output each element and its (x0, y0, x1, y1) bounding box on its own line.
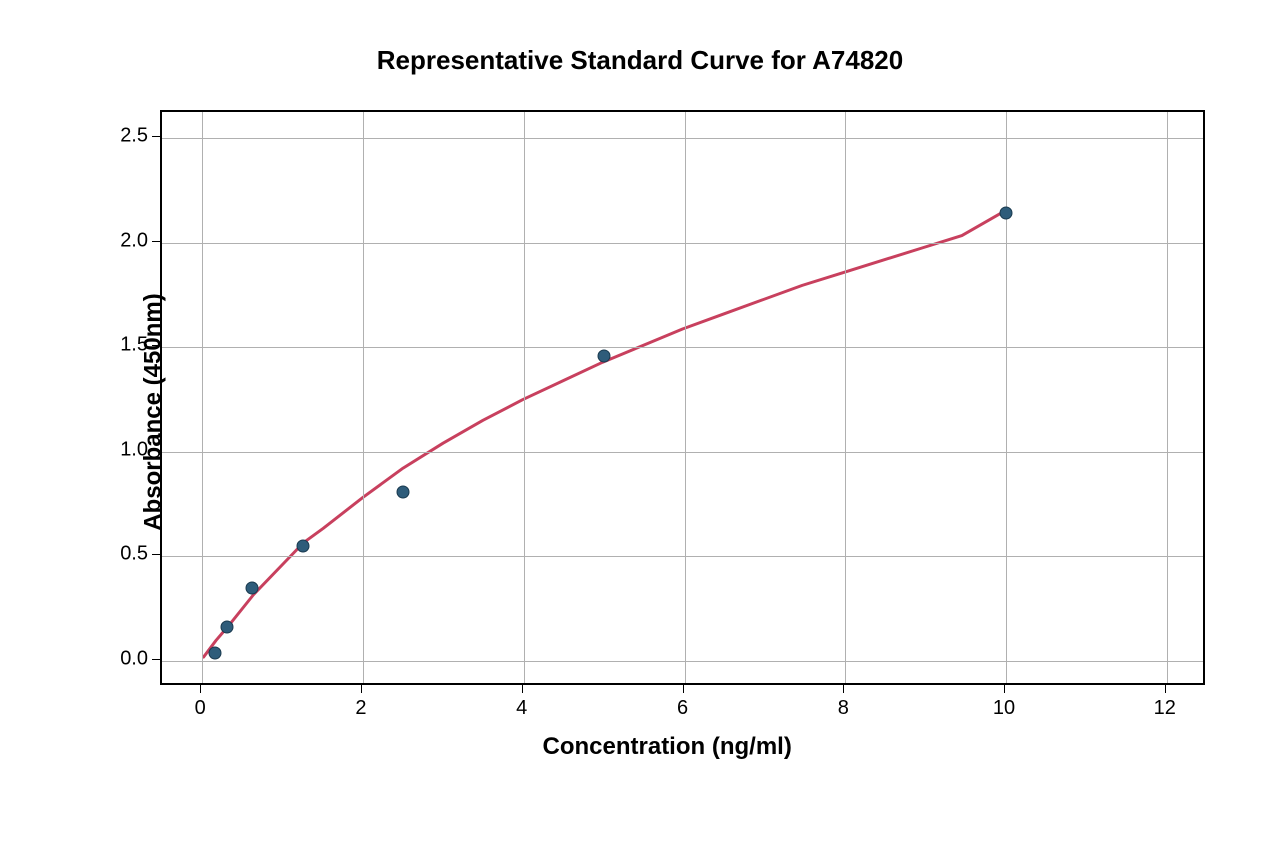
x-tick-label: 8 (838, 697, 849, 720)
grid-line-horizontal (162, 556, 1203, 557)
y-tick-mark (152, 554, 160, 555)
grid-line-horizontal (162, 347, 1203, 348)
x-tick-mark (361, 685, 362, 693)
x-tick-label: 6 (677, 697, 688, 720)
curve-line (162, 112, 1203, 683)
grid-line-horizontal (162, 138, 1203, 139)
y-tick-label: 2.0 (110, 229, 148, 252)
x-tick-mark (1004, 685, 1005, 693)
x-axis-label: Concentration (ng/ml) (543, 733, 792, 761)
x-tick-label: 4 (516, 697, 527, 720)
y-tick-mark (152, 659, 160, 660)
data-point (221, 621, 234, 634)
grid-line-vertical (1006, 112, 1007, 683)
grid-line-horizontal (162, 452, 1203, 453)
data-point (208, 646, 221, 659)
chart-title: Representative Standard Curve for A74820 (0, 45, 1280, 76)
data-point (598, 349, 611, 362)
y-tick-label: 0.0 (110, 647, 148, 670)
x-tick-mark (843, 685, 844, 693)
data-point (296, 539, 309, 552)
y-tick-mark (152, 345, 160, 346)
x-tick-mark (1165, 685, 1166, 693)
x-tick-mark (200, 685, 201, 693)
y-tick-label: 1.0 (110, 438, 148, 461)
grid-line-horizontal (162, 243, 1203, 244)
y-tick-mark (152, 450, 160, 451)
grid-line-vertical (363, 112, 364, 683)
x-tick-mark (683, 685, 684, 693)
grid-line-vertical (1167, 112, 1168, 683)
x-tick-mark (522, 685, 523, 693)
grid-line-vertical (845, 112, 846, 683)
plot-area (160, 110, 1205, 685)
grid-line-vertical (202, 112, 203, 683)
y-tick-label: 0.5 (110, 543, 148, 566)
data-point (397, 485, 410, 498)
y-tick-mark (152, 241, 160, 242)
y-tick-label: 2.5 (110, 125, 148, 148)
chart-container: Representative Standard Curve for A74820… (0, 0, 1280, 845)
y-tick-mark (152, 136, 160, 137)
y-tick-label: 1.5 (110, 334, 148, 357)
x-tick-label: 2 (355, 697, 366, 720)
x-tick-label: 12 (1154, 697, 1176, 720)
grid-line-vertical (685, 112, 686, 683)
grid-line-vertical (524, 112, 525, 683)
data-point (246, 581, 259, 594)
data-point (1000, 207, 1013, 220)
x-tick-label: 10 (993, 697, 1015, 720)
x-tick-label: 0 (195, 697, 206, 720)
grid-line-horizontal (162, 661, 1203, 662)
y-axis-label: Absorbance (450nm) (140, 293, 168, 530)
